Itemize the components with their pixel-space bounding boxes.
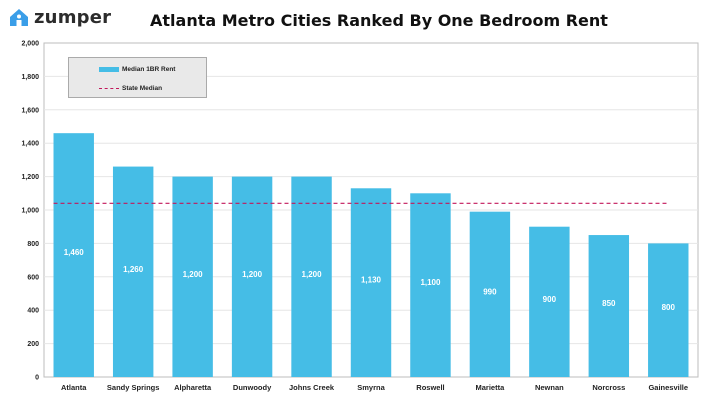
bar [588,235,630,377]
bar-value-label: 850 [602,299,616,308]
x-tick-label: Alpharetta [174,383,212,392]
bar-value-label: 1,100 [420,278,441,287]
y-tick-label: 0 [35,375,39,382]
legend-label-state-median: State Median [122,85,163,92]
x-tick-label: Roswell [416,383,444,392]
y-tick-label: 400 [27,308,39,315]
y-tick-label: 600 [27,274,39,281]
legend-label-median: Median 1BR Rent [122,66,176,73]
bar [172,176,213,377]
bar [529,226,570,377]
bar-value-label: 1,200 [242,270,263,279]
chart-title: Atlanta Metro Cities Ranked By One Bedro… [150,11,608,30]
x-tick-label: Dunwoody [233,383,272,392]
bar [112,166,154,377]
bar-value-label: 900 [543,295,557,304]
bars [53,133,689,377]
x-tick-label: Atlanta [61,383,87,392]
bar [469,211,511,377]
logo-text: zumper [34,6,112,28]
y-axis-ticks: 0 200 400 600 800 1,000 1,200 1,400 1,600 1,800 2,… [21,41,39,382]
x-tick-label: Newnan [535,383,564,392]
x-tick-label: Marietta [476,383,506,392]
y-tick-label: 1,600 [21,107,39,114]
y-tick-label: 1,200 [21,174,39,181]
bar [53,133,94,377]
y-tick-label: 1,800 [21,74,39,81]
x-tick-label: Norcross [592,383,625,392]
bar-value-label: 1,260 [123,265,144,274]
x-tick-label: Smyrna [357,383,385,392]
zumper-logo: zumper [8,6,111,28]
y-tick-label: 1,400 [21,141,39,148]
data-labels: 1,460 1,260 1,200 1,200 1,200 1,130 1,100 990 90… [64,248,676,312]
bar-value-label: 800 [662,303,676,312]
bar [648,243,689,377]
bar [231,176,273,377]
y-tick-label: 200 [27,341,39,348]
legend-entry-state-median: State Median [69,85,162,92]
bar-value-label: 1,200 [183,270,204,279]
x-axis-ticks: Atlanta Sandy Springs Alpharetta Dunwoody Jo… [61,383,688,392]
legend-swatch-bar [99,67,119,72]
bar [350,188,392,377]
bar [410,193,451,377]
y-tick-label: 800 [27,241,39,248]
bar-value-label: 1,460 [64,248,85,257]
bar [291,176,332,377]
x-tick-label: Johns Creek [289,383,335,392]
y-tick-label: 1,000 [21,208,39,215]
bar-value-label: 1,200 [302,270,323,279]
x-tick-label: Sandy Springs [107,383,160,392]
bar-value-label: 990 [483,287,497,296]
x-tick-label: Gainesville [648,383,688,392]
legend: Median 1BR Rent State Median [68,57,207,98]
house-icon [10,9,28,26]
legend-swatch-line [99,88,119,89]
legend-entry-median: Median 1BR Rent [69,66,175,73]
y-tick-label: 2,000 [21,41,39,48]
bar-value-label: 1,130 [361,276,382,285]
